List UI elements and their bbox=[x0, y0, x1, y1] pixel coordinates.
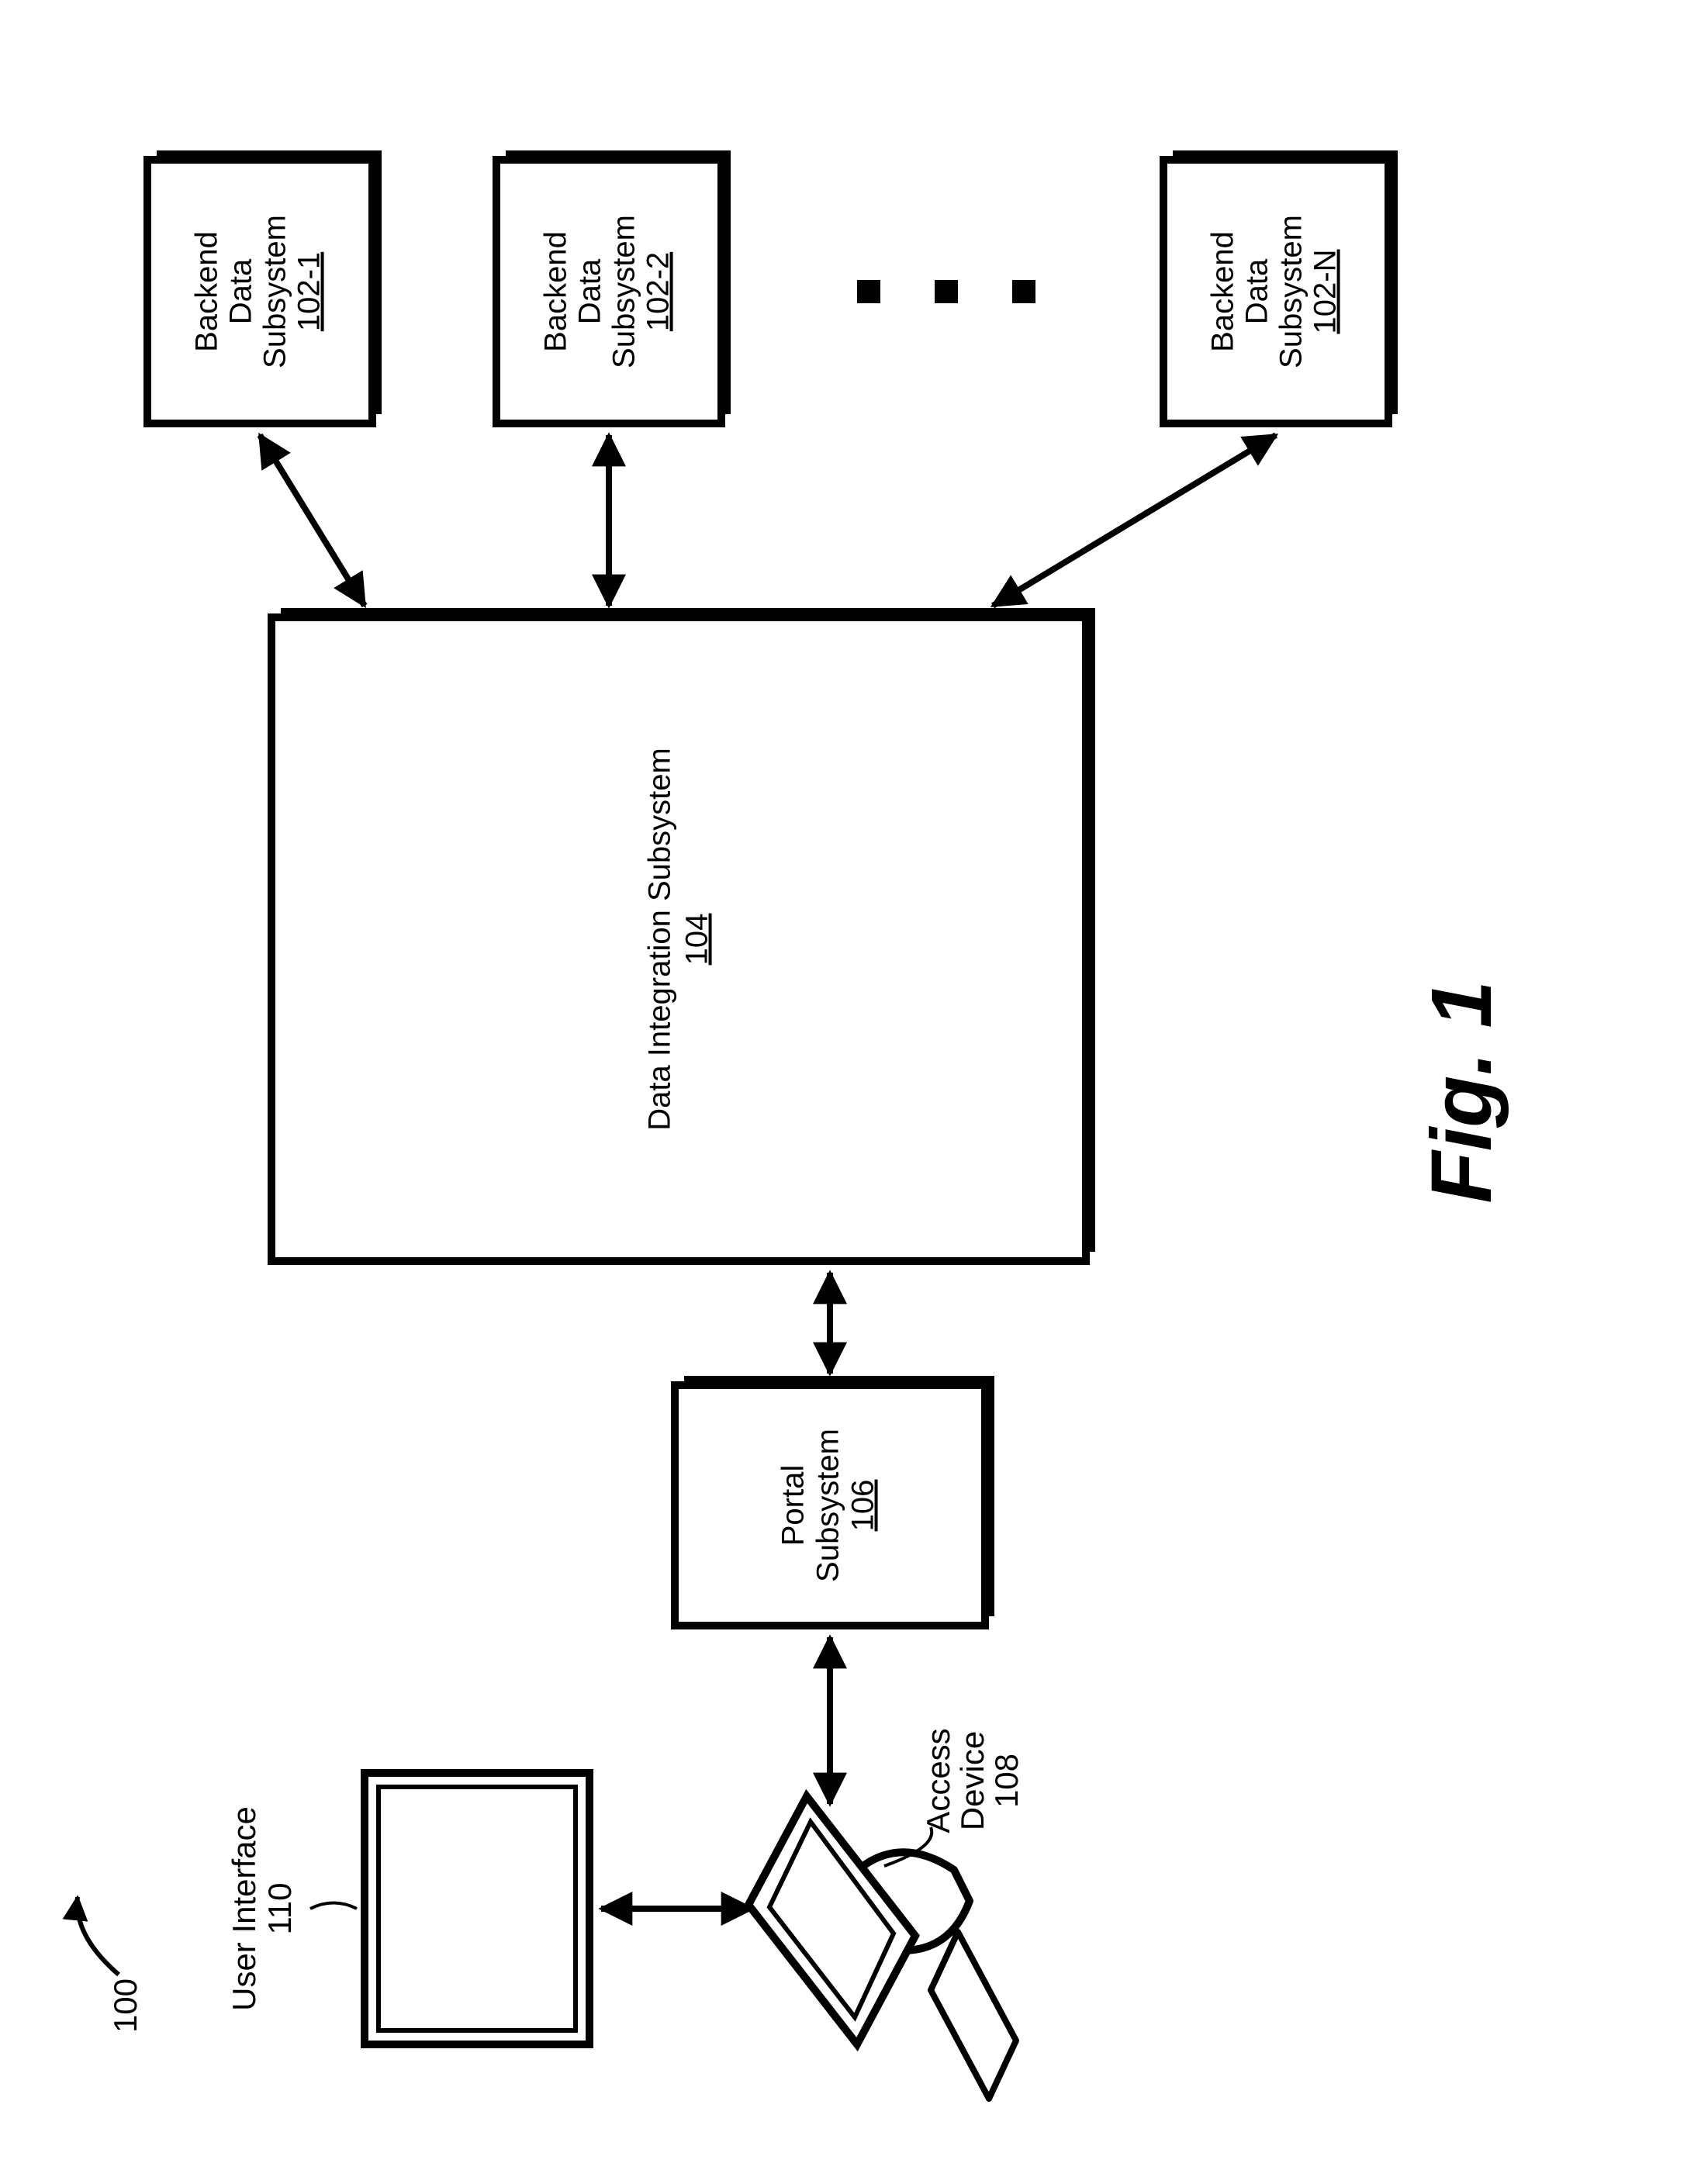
backend-0-l1: Backend bbox=[190, 231, 224, 352]
figure-caption: Fig. 1 bbox=[1414, 980, 1509, 1203]
portal-ref: 106 bbox=[846, 1480, 880, 1532]
di-label: Data Integration Subsystem bbox=[643, 748, 677, 1131]
backend-2-l2: Data bbox=[1240, 258, 1274, 324]
system-ref: 100 bbox=[107, 1978, 143, 2033]
ellipsis-dot-0 bbox=[857, 280, 880, 303]
backend-0-ref: 102-1 bbox=[292, 252, 327, 331]
backend-2-l1: Backend bbox=[1206, 231, 1240, 352]
access-device-label-2: Device bbox=[954, 1731, 990, 1830]
keyboard bbox=[931, 1932, 1016, 2099]
user-interface-ref: 110 bbox=[261, 1883, 298, 1935]
backend-1-l2: Data bbox=[573, 258, 607, 324]
ellipsis-dot-2 bbox=[1012, 280, 1035, 303]
di-ref: 104 bbox=[680, 914, 714, 966]
backend-2-ref: 102-N bbox=[1309, 250, 1343, 334]
backend-0-l2: Data bbox=[224, 258, 258, 324]
access-device-ref: 108 bbox=[988, 1754, 1025, 1808]
portal-label-2: Subsystem bbox=[811, 1429, 845, 1582]
ellipsis-dot-1 bbox=[935, 280, 958, 303]
ui-leader bbox=[310, 1903, 357, 1909]
backend-2-l3: Subsystem bbox=[1274, 215, 1309, 368]
backend-1-l1: Backend bbox=[539, 231, 573, 352]
system-ref-leader bbox=[78, 1897, 119, 1975]
access-device-label-1: Access bbox=[920, 1728, 956, 1833]
monitor-inner bbox=[379, 1787, 576, 2030]
user-interface-label: User Interface bbox=[226, 1806, 262, 2011]
backend-0-l3: Subsystem bbox=[258, 215, 292, 368]
portal-label-1: Portal bbox=[776, 1465, 811, 1546]
backend-1-ref: 102-2 bbox=[641, 252, 676, 331]
backend-1-l3: Subsystem bbox=[607, 215, 641, 368]
